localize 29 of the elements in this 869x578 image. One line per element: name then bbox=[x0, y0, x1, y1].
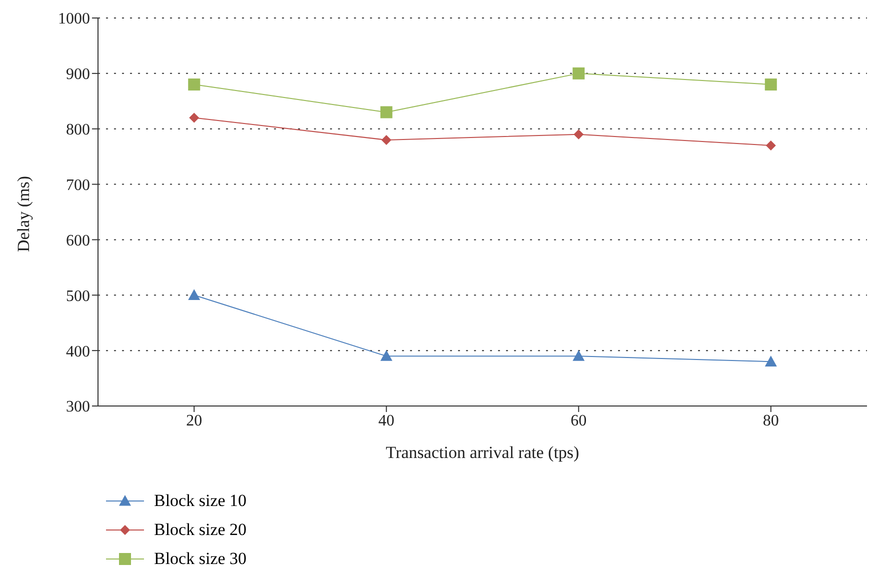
point bbox=[380, 106, 392, 118]
x-axis-title: Transaction arrival rate (tps) bbox=[386, 443, 580, 462]
y-tick-label: 600 bbox=[66, 232, 90, 250]
x-tick-label: 40 bbox=[378, 412, 394, 430]
point bbox=[189, 112, 200, 123]
point bbox=[188, 78, 200, 91]
x-tick-label: 20 bbox=[186, 412, 202, 430]
point bbox=[766, 140, 776, 150]
point bbox=[572, 350, 585, 361]
point bbox=[381, 134, 392, 145]
point bbox=[188, 289, 200, 300]
y-tick-label: 300 bbox=[66, 398, 90, 416]
y-tick-label: 800 bbox=[66, 122, 90, 139]
legend-label: Block size 30 bbox=[154, 548, 247, 568]
x-tick-label: 80 bbox=[762, 412, 779, 430]
point bbox=[380, 350, 392, 361]
point bbox=[572, 67, 585, 80]
y-tick-label: 400 bbox=[66, 343, 90, 360]
point bbox=[574, 129, 584, 140]
y-tick-label: 500 bbox=[66, 288, 90, 305]
y-tick-label: 900 bbox=[66, 66, 90, 84]
point bbox=[764, 356, 777, 366]
point bbox=[764, 78, 777, 91]
x-tick-label: 60 bbox=[570, 412, 587, 430]
y-tick-label: 700 bbox=[66, 176, 90, 194]
legend-label: Block size 10 bbox=[154, 490, 247, 510]
legend-label: Block size 20 bbox=[154, 520, 247, 540]
y-tick-label: 1000 bbox=[58, 10, 90, 28]
y-axis-title: Delay (ms) bbox=[14, 176, 34, 252]
